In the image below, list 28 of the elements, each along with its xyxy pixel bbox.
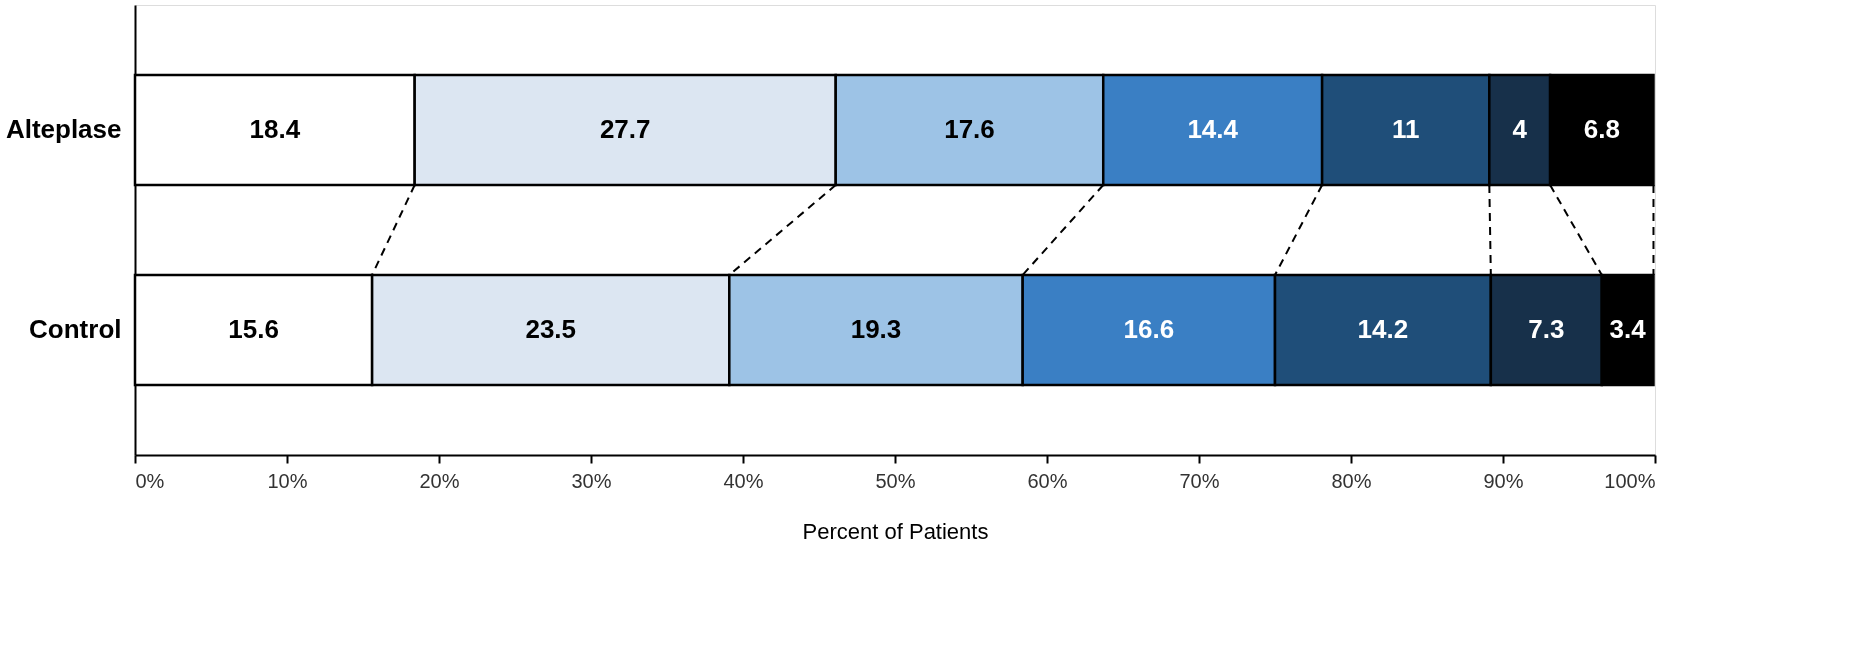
data-label: 18.4 — [249, 114, 301, 144]
data-label: 11 — [1391, 114, 1420, 144]
data-label: 17.6 — [944, 114, 995, 144]
data-label: 7.3 — [1528, 314, 1565, 344]
data-label: 23.5 — [525, 314, 577, 344]
y-tick-label: Alteplase — [5, 114, 122, 144]
data-label: 14.2 — [1357, 314, 1409, 344]
data-label: 27.7 — [599, 114, 651, 144]
x-tick-label: 0% — [135, 469, 165, 492]
x-tick-label: 100% — [1604, 469, 1656, 492]
data-label: 16.6 — [1123, 314, 1175, 344]
x-tick-label: 30% — [571, 469, 612, 492]
x-tick-label: 20% — [419, 469, 460, 492]
x-tick-label: 40% — [723, 469, 764, 492]
x-tick-label: 70% — [1179, 469, 1220, 492]
data-label: 14.4 — [1187, 114, 1239, 144]
data-label: 6.8 — [1583, 114, 1620, 144]
data-label: 15.6 — [228, 314, 279, 344]
x-tick-label: 60% — [1027, 469, 1068, 492]
x-axis-title: Percent of Patients — [802, 518, 989, 544]
x-tick-label: 80% — [1331, 469, 1372, 492]
y-tick-label: Control — [29, 314, 122, 344]
x-tick-label: 10% — [267, 469, 308, 492]
data-label: 19.3 — [850, 314, 902, 344]
data-label: 3.4 — [1609, 314, 1647, 344]
x-tick-label: 90% — [1483, 469, 1524, 492]
data-label: 4 — [1512, 114, 1528, 144]
x-tick-label: 50% — [875, 469, 916, 492]
